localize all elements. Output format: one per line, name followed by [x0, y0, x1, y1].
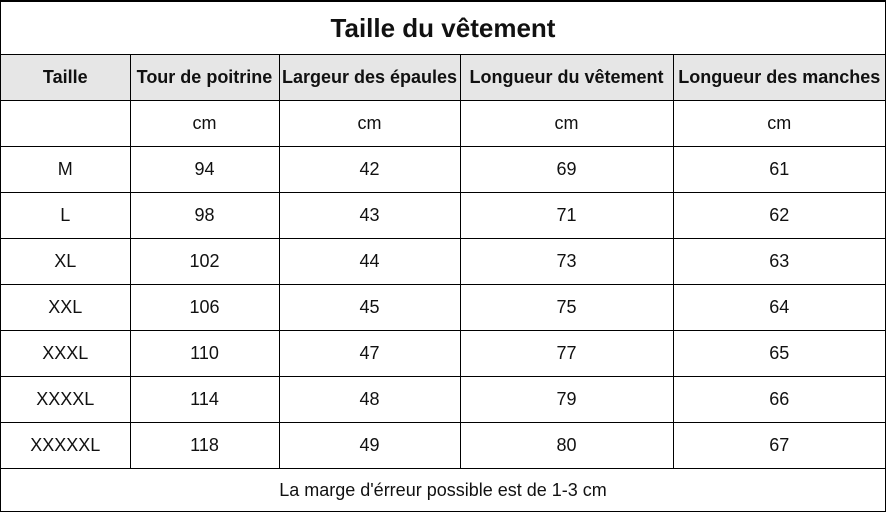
value-cell: 67 — [672, 422, 885, 469]
size-cell: XXXXXL — [1, 422, 131, 469]
column-header-size: Taille — [1, 54, 131, 101]
unit-cell: cm — [459, 100, 674, 147]
value-cell: 114 — [129, 376, 280, 423]
value-cell: 77 — [459, 330, 674, 377]
unit-cell: cm — [278, 100, 461, 147]
column-header-chest: Tour de poitrine — [129, 54, 280, 101]
unit-cell — [1, 100, 131, 147]
value-cell: 66 — [672, 376, 885, 423]
value-cell: 98 — [129, 192, 280, 239]
table-row: XXL 106 45 75 64 — [1, 284, 885, 331]
value-cell: 79 — [459, 376, 674, 423]
value-cell: 63 — [672, 238, 885, 285]
header-row: Taille Tour de poitrine Largeur des épau… — [1, 54, 885, 101]
value-cell: 48 — [278, 376, 461, 423]
value-cell: 47 — [278, 330, 461, 377]
value-cell: 62 — [672, 192, 885, 239]
size-cell: XXXXL — [1, 376, 131, 423]
value-cell: 64 — [672, 284, 885, 331]
footer-row: La marge d'érreur possible est de 1-3 cm — [1, 468, 885, 512]
table-row: M 94 42 69 61 — [1, 146, 885, 193]
size-cell: M — [1, 146, 131, 193]
table-title: Taille du vêtement — [1, 1, 885, 55]
value-cell: 65 — [672, 330, 885, 377]
footer-note: La marge d'érreur possible est de 1-3 cm — [1, 468, 885, 512]
size-cell: XXL — [1, 284, 131, 331]
value-cell: 43 — [278, 192, 461, 239]
value-cell: 44 — [278, 238, 461, 285]
size-cell: XXXL — [1, 330, 131, 377]
unit-cell: cm — [672, 100, 885, 147]
value-cell: 61 — [672, 146, 885, 193]
size-cell: XL — [1, 238, 131, 285]
value-cell: 42 — [278, 146, 461, 193]
size-cell: L — [1, 192, 131, 239]
value-cell: 110 — [129, 330, 280, 377]
table-row: XXXXXL 118 49 80 67 — [1, 422, 885, 469]
title-row: Taille du vêtement — [1, 1, 885, 55]
value-cell: 80 — [459, 422, 674, 469]
value-cell: 102 — [129, 238, 280, 285]
column-header-length: Longueur du vêtement — [459, 54, 674, 101]
value-cell: 69 — [459, 146, 674, 193]
unit-cell: cm — [129, 100, 280, 147]
unit-row: cm cm cm cm — [1, 100, 885, 147]
value-cell: 45 — [278, 284, 461, 331]
value-cell: 71 — [459, 192, 674, 239]
value-cell: 94 — [129, 146, 280, 193]
table-row: L 98 43 71 62 — [1, 192, 885, 239]
value-cell: 118 — [129, 422, 280, 469]
value-cell: 75 — [459, 284, 674, 331]
column-header-sleeve: Longueur des manches — [672, 54, 885, 101]
table-row: XXXL 110 47 77 65 — [1, 330, 885, 377]
table-row: XXXXL 114 48 79 66 — [1, 376, 885, 423]
value-cell: 49 — [278, 422, 461, 469]
column-header-shoulder: Largeur des épaules — [278, 54, 461, 101]
table-row: XL 102 44 73 63 — [1, 238, 885, 285]
value-cell: 73 — [459, 238, 674, 285]
value-cell: 106 — [129, 284, 280, 331]
